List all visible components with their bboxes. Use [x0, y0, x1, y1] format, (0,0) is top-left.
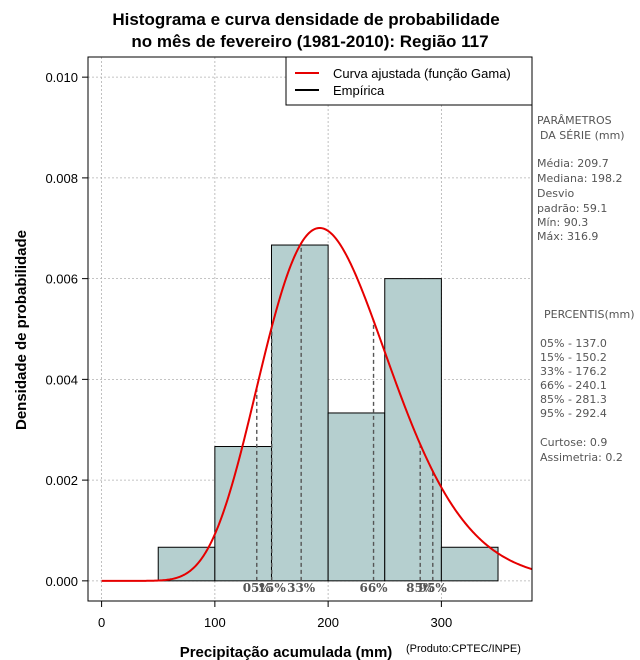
- stat-media: Média: 209.7: [537, 157, 609, 170]
- percentil-05: 05% - 137.0: [540, 337, 607, 350]
- stat-desvio-1: Desvio: [537, 187, 575, 200]
- x-tick-label-1: 100: [204, 615, 226, 630]
- x-axis: 0 100 200 300: [98, 601, 452, 630]
- stat-curtose: Curtose: 0.9: [540, 436, 607, 449]
- y-tick-label-2: 0.004: [45, 372, 78, 387]
- histogram-bar-2: [270, 244, 329, 582]
- y-tick-label-5: 0.010: [45, 70, 78, 85]
- chart-title-line-2: no mês de fevereiro (1981-2010): Região …: [131, 32, 488, 51]
- histogram-bar-1: [214, 446, 272, 582]
- percentil-15: 15% - 150.2: [540, 351, 607, 364]
- percentil-66: 66% - 240.1: [540, 379, 607, 392]
- y-tick-label-0: 0.000: [45, 574, 78, 589]
- x-axis-title: Precipitação acumulada (mm): [180, 644, 393, 660]
- percentis-heading: PERCENTIS(mm): [544, 308, 635, 321]
- percentil-33: 33% - 176.2: [540, 365, 607, 378]
- y-tick-label-4: 0.008: [45, 171, 78, 186]
- legend-label-fit: Curva ajustada (função Gama): [333, 66, 511, 81]
- y-tick-label-3: 0.006: [45, 272, 78, 287]
- y-axis: 0.000 0.002 0.004 0.006 0.008 0.010: [45, 70, 88, 589]
- gamma-fit-curve: [101, 226, 533, 582]
- product-credit: (Produto:CPTEC/INPE): [406, 643, 521, 655]
- params-heading-2: DA SÉRIE (mm): [540, 129, 625, 142]
- stat-desvio-2: padrão: 59.1: [537, 202, 607, 215]
- legend-label-empirical: Empírica: [333, 83, 385, 98]
- gamma-curve-layer: [101, 226, 533, 582]
- histogram-bars: [157, 244, 499, 582]
- chart-title-line-1: Histograma e curva densidade de probabil…: [112, 10, 499, 29]
- percentil-85: 85% - 281.3: [540, 393, 607, 406]
- x-tick-label-0: 0: [98, 615, 105, 630]
- stat-min: Mín: 90.3: [537, 216, 588, 229]
- x-tick-label-3: 300: [431, 615, 453, 630]
- percentile-label-66%: 66%: [359, 581, 388, 595]
- legend-box: [285, 56, 533, 106]
- x-tick-label-2: 200: [317, 615, 339, 630]
- params-heading-1: PARÂMETROS: [537, 114, 612, 127]
- legend: Curva ajustada (função Gama) Empírica: [285, 56, 533, 106]
- percentile-label-95%: 95%: [419, 581, 448, 595]
- percentile-label-85%: 85%: [406, 581, 435, 595]
- side-panel: PARÂMETROS DA SÉRIE (mm) Média: 209.7 Me…: [537, 114, 635, 464]
- histogram-bar-5: [440, 546, 499, 582]
- percentile-labels: 05%15% 33% 66% 85%95%: [243, 581, 448, 595]
- percentile-label-33%: 33%: [287, 581, 316, 595]
- y-axis-title: Densidade de probabilidade: [13, 230, 30, 430]
- stat-max: Máx: 316.9: [537, 230, 598, 243]
- percentile-label-05%: 05%: [243, 581, 272, 595]
- percentile-lines: [256, 243, 434, 581]
- y-tick-label-1: 0.002: [45, 473, 78, 488]
- stat-mediana: Mediana: 198.2: [537, 172, 622, 185]
- percentile-label-15%: 15%: [258, 581, 287, 595]
- stat-assimetria: Assimetria: 0.2: [540, 451, 623, 464]
- percentil-95: 95% - 292.4: [540, 407, 607, 420]
- histogram-bar-3: [327, 412, 386, 582]
